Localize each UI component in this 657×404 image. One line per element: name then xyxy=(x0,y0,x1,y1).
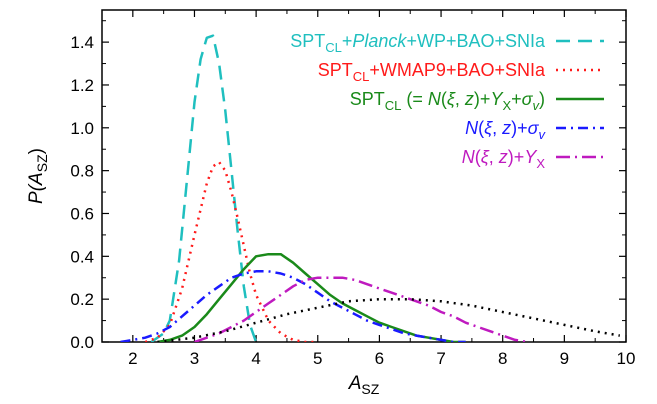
x-tick-label: 3 xyxy=(190,349,199,368)
y-axis-label-close: ) xyxy=(26,148,47,154)
legend-text-segment: (= xyxy=(401,89,428,109)
series-line-5 xyxy=(157,297,621,342)
x-axis-label: ASZ xyxy=(348,373,380,397)
legend-entry-label-0: SPTCL+Planck+WP+BAO+SNIa xyxy=(290,31,546,55)
y-tick-label: 0.6 xyxy=(70,204,94,223)
legend-text-segment: CL xyxy=(385,98,402,113)
legend-text-segment: X xyxy=(536,156,545,171)
legend-entry-label-2: SPTCL (= N(ξ, z)+YX+σv) xyxy=(350,89,545,113)
legend-text-segment: ( xyxy=(478,118,484,138)
x-axis-label-main: A xyxy=(348,373,362,394)
x-tick-label: 2 xyxy=(128,349,137,368)
legend-text-segment: X xyxy=(502,98,511,113)
legend-text-segment: SPT xyxy=(318,60,353,80)
legend-text-segment: CL xyxy=(353,69,370,84)
legend-text-segment: , xyxy=(455,89,465,109)
legend-text-segment: ( xyxy=(475,147,481,167)
x-tick-label: 7 xyxy=(436,349,445,368)
legend-entry-label-3: N(ξ, z)+σv xyxy=(465,118,546,142)
legend-text-segment: N xyxy=(462,147,476,167)
legend-entry-label-1: SPTCL+WMAP9+BAO+SNIa xyxy=(318,60,546,84)
legend-text-segment: )+ xyxy=(508,147,525,167)
x-axis-label-sub: SZ xyxy=(361,381,379,397)
x-tick-label: 4 xyxy=(251,349,260,368)
y-tick-label: 1.4 xyxy=(70,33,94,52)
y-tick-label: 0.8 xyxy=(70,162,94,181)
y-axis-label-sub: SZ xyxy=(34,154,50,172)
legend-text-segment: z xyxy=(498,147,508,167)
axes: 2 3 4 5 6 7 8 9 10 0.0 0.2 0.4 0.6 0.8 1.0 1.2 1.4 xyxy=(70,9,636,368)
legend-text-segment: ξ xyxy=(484,118,493,138)
y-tick-label: 1.2 xyxy=(70,76,94,95)
legend: SPTCL+Planck+WP+BAO+SNIaSPTCL+WMAP9+BAO+… xyxy=(290,31,604,171)
legend-text-segment: N xyxy=(428,89,442,109)
legend-text-segment: CL xyxy=(325,40,342,55)
legend-text-segment: Y xyxy=(490,89,504,109)
x-tick-label: 10 xyxy=(617,349,636,368)
legend-text-segment: +WP+BAO+SNIa xyxy=(406,31,546,51)
x-tick-label: 9 xyxy=(560,349,569,368)
legend-text-segment: )+ xyxy=(511,118,528,138)
legend-text-segment: , xyxy=(489,147,499,167)
legend-text-segment: ξ xyxy=(447,89,456,109)
legend-text-segment: ( xyxy=(441,89,447,109)
legend-text-segment: ) xyxy=(539,89,545,109)
y-axis-label: P(ASZ) xyxy=(26,148,50,204)
x-tick-label: 6 xyxy=(375,349,384,368)
x-tick-label: 5 xyxy=(313,349,322,368)
y-tick-label: 0.2 xyxy=(70,290,94,309)
legend-text-segment: σ xyxy=(528,118,540,138)
legend-text-segment: + xyxy=(511,89,522,109)
legend-text-segment: +WMAP9+BAO+SNIa xyxy=(369,60,546,80)
legend-text-segment: + xyxy=(342,31,353,51)
data-series xyxy=(120,34,621,342)
series-line-3 xyxy=(120,270,466,342)
y-tick-label: 0.4 xyxy=(70,247,94,266)
y-axis-label-main: P(A xyxy=(26,172,47,204)
legend-text-segment: ξ xyxy=(481,147,490,167)
legend-text-segment: z xyxy=(464,89,474,109)
legend-text-segment: v xyxy=(539,127,547,142)
legend-text-segment: )+ xyxy=(474,89,491,109)
legend-text-segment: N xyxy=(465,118,479,138)
legend-text-segment: SPT xyxy=(290,31,325,51)
y-tick-label: 1.0 xyxy=(70,119,94,138)
x-tick-label: 8 xyxy=(498,349,507,368)
legend-text-segment: Planck xyxy=(352,31,407,51)
y-tick-label: 0.0 xyxy=(70,333,94,352)
legend-text-segment: , xyxy=(492,118,502,138)
legend-text-segment: Y xyxy=(524,147,538,167)
legend-entry-label-4: N(ξ, z)+YX xyxy=(462,147,546,171)
legend-text-segment: z xyxy=(501,118,511,138)
legend-text-segment: SPT xyxy=(350,89,385,109)
plot-frame xyxy=(101,9,627,343)
legend-text-segment: v xyxy=(533,98,541,113)
series-line-4 xyxy=(194,276,528,342)
legend-text-segment: σ xyxy=(522,89,534,109)
series-line-0 xyxy=(150,34,258,342)
